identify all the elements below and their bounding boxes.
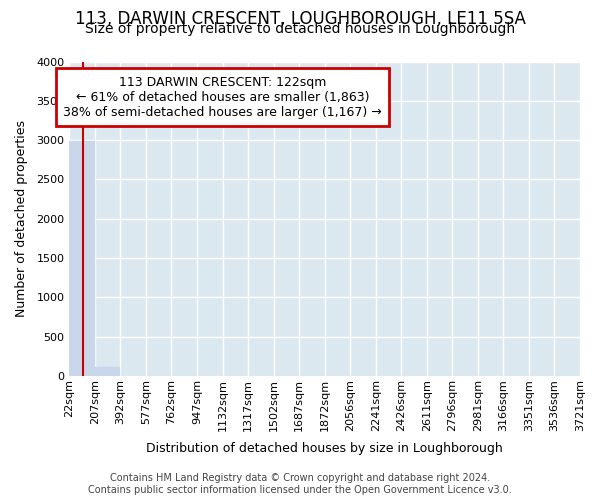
Text: 113, DARWIN CRESCENT, LOUGHBOROUGH, LE11 5SA: 113, DARWIN CRESCENT, LOUGHBOROUGH, LE11… [74, 10, 526, 28]
X-axis label: Distribution of detached houses by size in Loughborough: Distribution of detached houses by size … [146, 442, 503, 455]
Text: Size of property relative to detached houses in Loughborough: Size of property relative to detached ho… [85, 22, 515, 36]
Y-axis label: Number of detached properties: Number of detached properties [15, 120, 28, 317]
Bar [70, 142, 95, 376]
Text: Contains HM Land Registry data © Crown copyright and database right 2024.
Contai: Contains HM Land Registry data © Crown c… [88, 474, 512, 495]
Text: 113 DARWIN CRESCENT: 122sqm
← 61% of detached houses are smaller (1,863)
38% of : 113 DARWIN CRESCENT: 122sqm ← 61% of det… [63, 76, 382, 118]
Bar [95, 368, 121, 376]
